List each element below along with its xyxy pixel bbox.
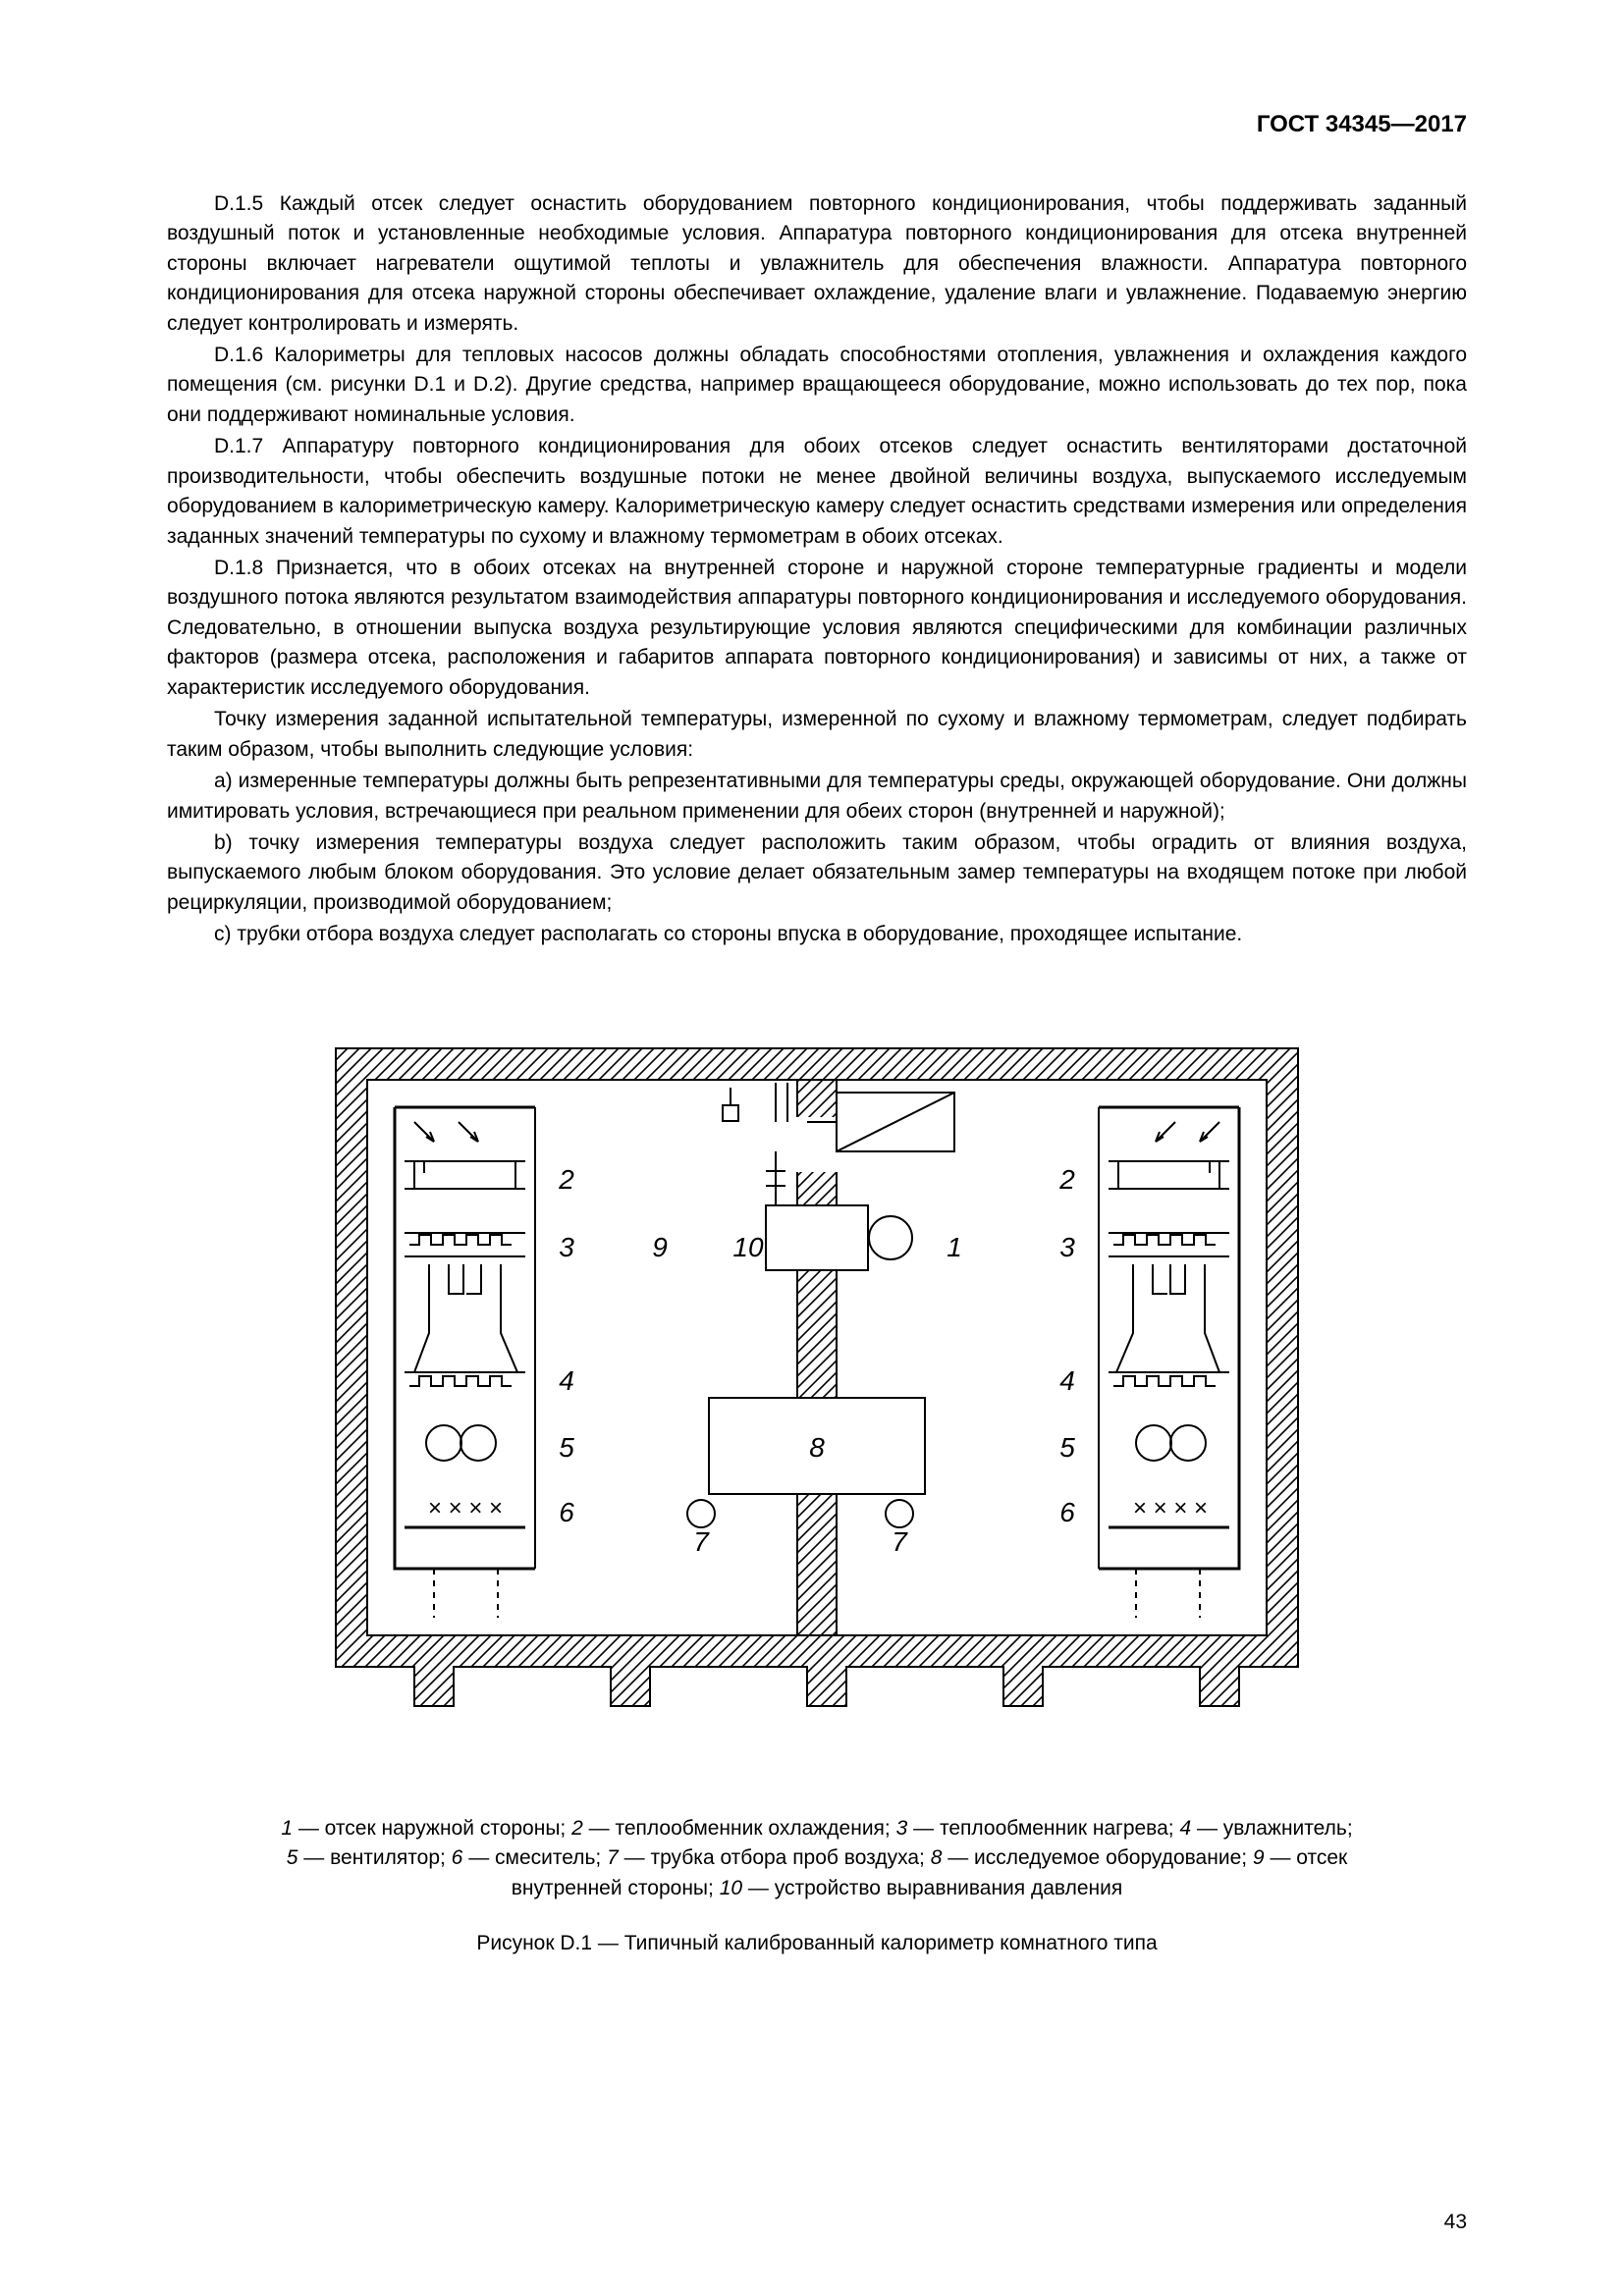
legend-text: — трубка отбора проб воздуха; bbox=[619, 1846, 931, 1869]
svg-text:5: 5 bbox=[1059, 1432, 1075, 1463]
para-d15: D.1.5 Каждый отсек следует оснастить обо… bbox=[167, 189, 1467, 339]
svg-text:6: 6 bbox=[1059, 1497, 1075, 1527]
figure-legend: 1 — отсек наружной стороны; 2 — теплообм… bbox=[167, 1814, 1467, 1903]
legend-text: внутренней стороны; bbox=[512, 1877, 720, 1899]
calorimeter-diagram: × × × × bbox=[277, 989, 1357, 1785]
legend-text: — теплообменник нагрева; bbox=[907, 1817, 1179, 1840]
legend-text: — вентилятор; bbox=[298, 1846, 451, 1869]
legend-num: 8 bbox=[931, 1846, 943, 1869]
svg-text:8: 8 bbox=[809, 1432, 825, 1463]
legend-num: 7 bbox=[607, 1846, 619, 1869]
legend-num: 5 bbox=[287, 1846, 298, 1869]
svg-text:9: 9 bbox=[652, 1232, 668, 1262]
para-d16: D.1.6 Калориметры для тепловых насосов д… bbox=[167, 341, 1467, 430]
svg-text:3: 3 bbox=[1059, 1232, 1075, 1262]
legend-text: — теплообменник охлаждения; bbox=[583, 1817, 896, 1840]
svg-text:3: 3 bbox=[559, 1232, 574, 1262]
para-d18-1: a) измеренные температуры должны быть ре… bbox=[167, 767, 1467, 827]
doc-header: ГОСТ 34345—2017 bbox=[167, 108, 1467, 142]
svg-text:2: 2 bbox=[558, 1164, 574, 1195]
legend-text: — увлажнитель; bbox=[1191, 1817, 1353, 1840]
svg-text:7: 7 bbox=[892, 1526, 908, 1557]
svg-text:4: 4 bbox=[1059, 1365, 1075, 1396]
svg-text:× × × ×: × × × × bbox=[428, 1495, 503, 1522]
legend-num: 1 bbox=[281, 1817, 293, 1840]
figure-wrap: × × × × bbox=[167, 989, 1467, 1959]
legend-num: 10 bbox=[720, 1877, 742, 1899]
svg-text:× × × ×: × × × × bbox=[1133, 1495, 1208, 1522]
page: ГОСТ 34345—2017 D.1.5 Каждый отсек следу… bbox=[0, 0, 1624, 2296]
svg-text:1: 1 bbox=[947, 1232, 962, 1262]
legend-text: — устройство выравнивания давления bbox=[742, 1877, 1122, 1899]
svg-text:5: 5 bbox=[559, 1432, 574, 1463]
legend-num: 3 bbox=[896, 1817, 908, 1840]
svg-text:6: 6 bbox=[559, 1497, 574, 1527]
legend-num: 9 bbox=[1253, 1846, 1265, 1869]
para-d18-3: c) трубки отбора воздуха следует распола… bbox=[167, 920, 1467, 949]
para-d18b: Точку измерения заданной испытательной т… bbox=[167, 705, 1467, 765]
legend-text: — смеситель; bbox=[462, 1846, 607, 1869]
svg-text:2: 2 bbox=[1058, 1164, 1075, 1195]
legend-num: 6 bbox=[452, 1846, 463, 1869]
legend-text: — отсек bbox=[1265, 1846, 1348, 1869]
para-d18: D.1.8 Признается, что в обоих отсеках на… bbox=[167, 554, 1467, 703]
legend-text: — отсек наружной стороны; bbox=[293, 1817, 571, 1840]
figure-caption: Рисунок D.1 — Типичный калиброванный кал… bbox=[167, 1929, 1467, 1958]
svg-text:4: 4 bbox=[559, 1365, 574, 1396]
legend-text: — исследуемое оборудование; bbox=[942, 1846, 1253, 1869]
legend-num: 4 bbox=[1179, 1817, 1191, 1840]
page-number: 43 bbox=[1444, 2208, 1467, 2237]
svg-text:10: 10 bbox=[732, 1232, 764, 1262]
para-d17: D.1.7 Аппаратуру повторного кондициониро… bbox=[167, 432, 1467, 552]
para-d18-2: b) точку измерения температуры воздуха с… bbox=[167, 828, 1467, 918]
legend-num: 2 bbox=[571, 1817, 583, 1840]
svg-text:7: 7 bbox=[693, 1526, 710, 1557]
